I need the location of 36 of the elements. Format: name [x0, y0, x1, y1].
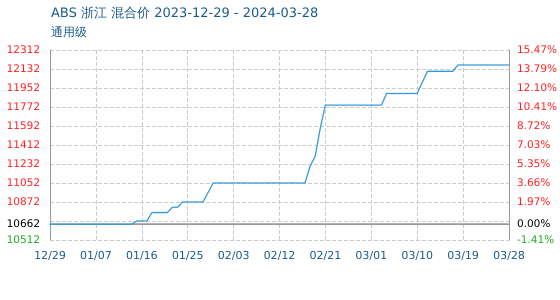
x-tick-label: 03/19 [447, 249, 479, 262]
y-tick-label: 10512 [6, 234, 40, 246]
y2-tick-label: 0.00% [516, 218, 550, 230]
y2-tick-label: 3.66% [516, 176, 550, 189]
x-tick-label: 02/12 [264, 249, 296, 262]
x-tick-label: 03/28 [493, 249, 525, 262]
y2-tick-label: 1.97% [516, 196, 550, 208]
x-tick-label: 03/01 [355, 249, 388, 262]
x-tick-label: 12/29 [34, 249, 66, 262]
y-tick-label: 11592 [6, 120, 40, 132]
line-series [49, 64, 510, 225]
chart-title: ABS 浙江 混合价 2023-12-29 - 2024-03-28 [51, 6, 318, 21]
y2-tick-label: 15.47% [516, 44, 558, 56]
y-tick-label: 10662 [6, 218, 40, 230]
y2-tick-label: 13.79% [516, 62, 558, 75]
x-tick-label: 01/07 [80, 249, 112, 262]
chart-subtitle: 通用级 [51, 25, 87, 39]
x-tick-label: 03/10 [401, 249, 434, 262]
x-tick-label: 01/25 [172, 249, 204, 262]
x-tick-label: 02/03 [218, 249, 250, 262]
y-tick-label: 12132 [6, 63, 40, 75]
y2-tick-label: 10.41% [516, 100, 558, 113]
x-tick-label: 01/16 [126, 249, 158, 262]
y-tick-label: 11052 [6, 177, 40, 189]
y-tick-label: 10872 [6, 196, 40, 208]
y-tick-label: 12312 [6, 44, 40, 56]
y-tick-label: 11232 [6, 158, 40, 170]
y2-tick-label: 8.72% [516, 120, 550, 132]
y-tick-label: 11952 [6, 82, 40, 94]
y2-tick-label: 12.10% [516, 82, 558, 94]
y2-tick-label: 5.35% [516, 158, 550, 170]
y-tick-label: 11412 [6, 139, 40, 151]
y2-tick-label: -1.41% [516, 234, 554, 246]
y-tick-label: 11772 [6, 101, 40, 113]
y2-tick-label: 7.03% [516, 139, 550, 151]
x-tick-label: 02/21 [310, 249, 342, 262]
